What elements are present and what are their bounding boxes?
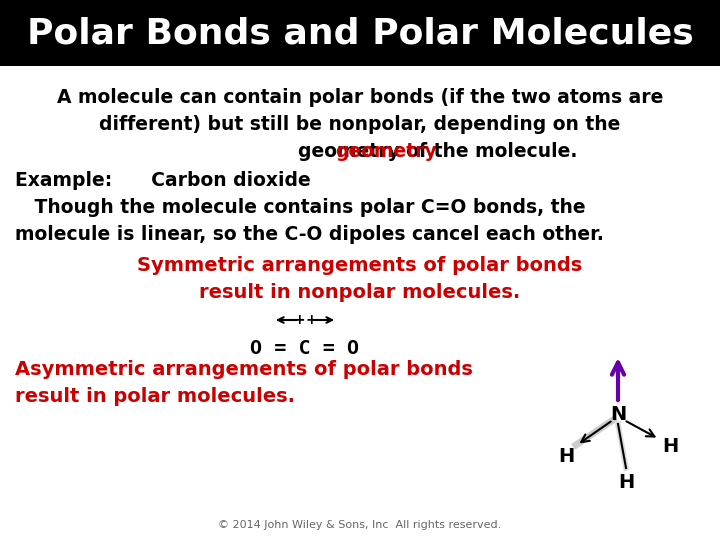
Text: +: + xyxy=(293,313,305,327)
Text: Polar Bonds and Polar Molecules: Polar Bonds and Polar Molecules xyxy=(27,16,693,50)
Text: O = C = O: O = C = O xyxy=(251,339,359,358)
Text: Though the molecule contains polar C=O bonds, the: Though the molecule contains polar C=O b… xyxy=(15,198,585,217)
Text: Symmetric arrangements of polar bonds: Symmetric arrangements of polar bonds xyxy=(138,256,582,275)
Text: result in polar molecules.: result in polar molecules. xyxy=(15,387,295,406)
Text: H: H xyxy=(662,437,678,456)
Text: H: H xyxy=(618,472,634,491)
Text: N: N xyxy=(610,406,626,424)
Text: H: H xyxy=(558,447,574,465)
Text: different) but still be nonpolar, depending on the: different) but still be nonpolar, depend… xyxy=(99,115,621,134)
Bar xyxy=(0,0,720,66)
Text: Example:      Carbon dioxide: Example: Carbon dioxide xyxy=(15,171,311,190)
Text: result in nonpolar molecules.: result in nonpolar molecules. xyxy=(199,283,521,302)
Text: molecule is linear, so the C-O dipoles cancel each other.: molecule is linear, so the C-O dipoles c… xyxy=(15,225,604,244)
Text: A molecule can contain polar bonds (if the two atoms are: A molecule can contain polar bonds (if t… xyxy=(57,88,663,107)
Text: geometry of the molecule.: geometry of the molecule. xyxy=(143,142,577,161)
Text: +: + xyxy=(305,313,317,327)
Text: Asymmetric arrangements of polar bonds: Asymmetric arrangements of polar bonds xyxy=(15,360,473,379)
Text: © 2014 John Wiley & Sons, Inc  All rights reserved.: © 2014 John Wiley & Sons, Inc All rights… xyxy=(218,520,502,530)
Text: geometry: geometry xyxy=(335,142,436,161)
